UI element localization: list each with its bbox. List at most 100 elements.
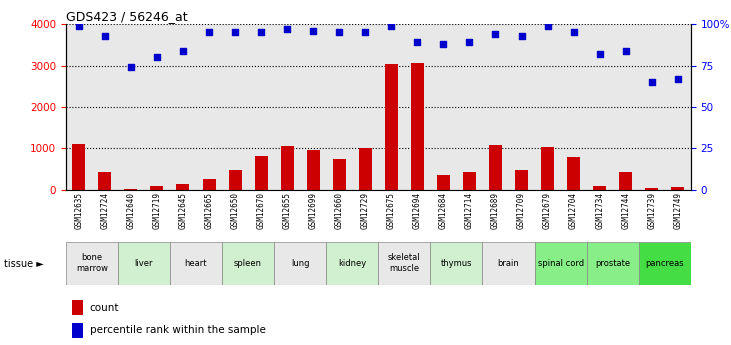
Bar [281, 146, 294, 190]
Bar [333, 159, 346, 190]
Text: GSM12734: GSM12734 [595, 193, 604, 229]
Bar [463, 172, 476, 190]
Bar [437, 175, 450, 190]
Point [463, 40, 475, 45]
Text: tissue ►: tissue ► [4, 259, 43, 269]
Text: percentile rank within the sample: percentile rank within the sample [90, 325, 265, 335]
Bar [515, 170, 528, 190]
Bar [170, 241, 222, 285]
Bar [176, 184, 189, 190]
Bar [567, 157, 580, 190]
Bar [359, 148, 372, 190]
Bar [72, 144, 86, 190]
Point [542, 23, 553, 29]
Bar [124, 188, 137, 190]
Point [177, 48, 189, 53]
Bar [411, 63, 424, 190]
Text: GSM12675: GSM12675 [387, 193, 395, 229]
Text: GSM12749: GSM12749 [673, 193, 682, 229]
Bar [431, 241, 482, 285]
Bar [72, 300, 83, 315]
Text: liver: liver [135, 258, 154, 268]
Point [620, 48, 632, 53]
Point [568, 30, 580, 35]
Bar [645, 188, 658, 190]
Text: brain: brain [498, 258, 520, 268]
Text: GSM12684: GSM12684 [439, 193, 448, 229]
Text: GSM12689: GSM12689 [491, 193, 500, 229]
Text: skeletal
muscle: skeletal muscle [388, 253, 420, 273]
Bar [619, 172, 632, 190]
Bar [254, 156, 268, 190]
Point [672, 76, 683, 81]
Point [333, 30, 345, 35]
Text: GSM12739: GSM12739 [647, 193, 656, 229]
Text: heart: heart [185, 258, 208, 268]
Point [73, 23, 85, 29]
Text: GSM12679: GSM12679 [543, 193, 552, 229]
Bar [99, 172, 111, 190]
Bar [274, 241, 326, 285]
Text: GSM12635: GSM12635 [75, 193, 83, 229]
Text: GSM12724: GSM12724 [100, 193, 110, 229]
Text: spleen: spleen [234, 258, 262, 268]
Point [412, 40, 423, 45]
Text: count: count [90, 303, 119, 313]
Text: GSM12645: GSM12645 [178, 193, 187, 229]
Bar [307, 150, 319, 190]
Point [515, 33, 527, 39]
Text: GSM12694: GSM12694 [413, 193, 422, 229]
Point [230, 30, 241, 35]
Text: GSM12650: GSM12650 [230, 193, 240, 229]
Text: prostate: prostate [595, 258, 630, 268]
Text: GSM12670: GSM12670 [257, 193, 265, 229]
Point [438, 41, 450, 47]
Bar [671, 187, 684, 190]
Bar [229, 170, 241, 190]
Bar [541, 147, 554, 190]
Bar [379, 241, 431, 285]
Point [360, 30, 371, 35]
Bar [482, 241, 534, 285]
Point [281, 26, 293, 32]
Text: GSM12729: GSM12729 [361, 193, 370, 229]
Text: pancreas: pancreas [645, 258, 684, 268]
Text: GSM12714: GSM12714 [465, 193, 474, 229]
Bar [593, 186, 606, 190]
Text: GSM12660: GSM12660 [335, 193, 344, 229]
Bar [489, 145, 502, 190]
Bar [66, 241, 118, 285]
Point [203, 30, 215, 35]
Point [307, 28, 319, 33]
Bar [222, 241, 274, 285]
Point [385, 23, 397, 29]
Text: GSM12709: GSM12709 [517, 193, 526, 229]
Point [490, 31, 501, 37]
Point [255, 30, 267, 35]
Text: GSM12655: GSM12655 [283, 193, 292, 229]
Text: bone
marrow: bone marrow [76, 253, 108, 273]
Text: thymus: thymus [441, 258, 472, 268]
Text: GSM12699: GSM12699 [308, 193, 318, 229]
Point [594, 51, 605, 57]
Text: GDS423 / 56246_at: GDS423 / 56246_at [66, 10, 187, 23]
Point [151, 55, 163, 60]
Bar [385, 64, 398, 190]
Bar [586, 241, 639, 285]
Text: GSM12665: GSM12665 [205, 193, 213, 229]
Text: GSM12744: GSM12744 [621, 193, 630, 229]
Text: GSM12719: GSM12719 [153, 193, 162, 229]
Bar [118, 241, 170, 285]
Text: GSM12704: GSM12704 [569, 193, 578, 229]
Bar [639, 241, 691, 285]
Point [125, 65, 137, 70]
Text: spinal cord: spinal cord [537, 258, 583, 268]
Text: kidney: kidney [338, 258, 366, 268]
Bar [151, 186, 164, 190]
Bar [534, 241, 586, 285]
Text: lung: lung [291, 258, 309, 268]
Bar [326, 241, 379, 285]
Bar [202, 179, 216, 190]
Text: GSM12640: GSM12640 [126, 193, 135, 229]
Point [646, 79, 658, 85]
